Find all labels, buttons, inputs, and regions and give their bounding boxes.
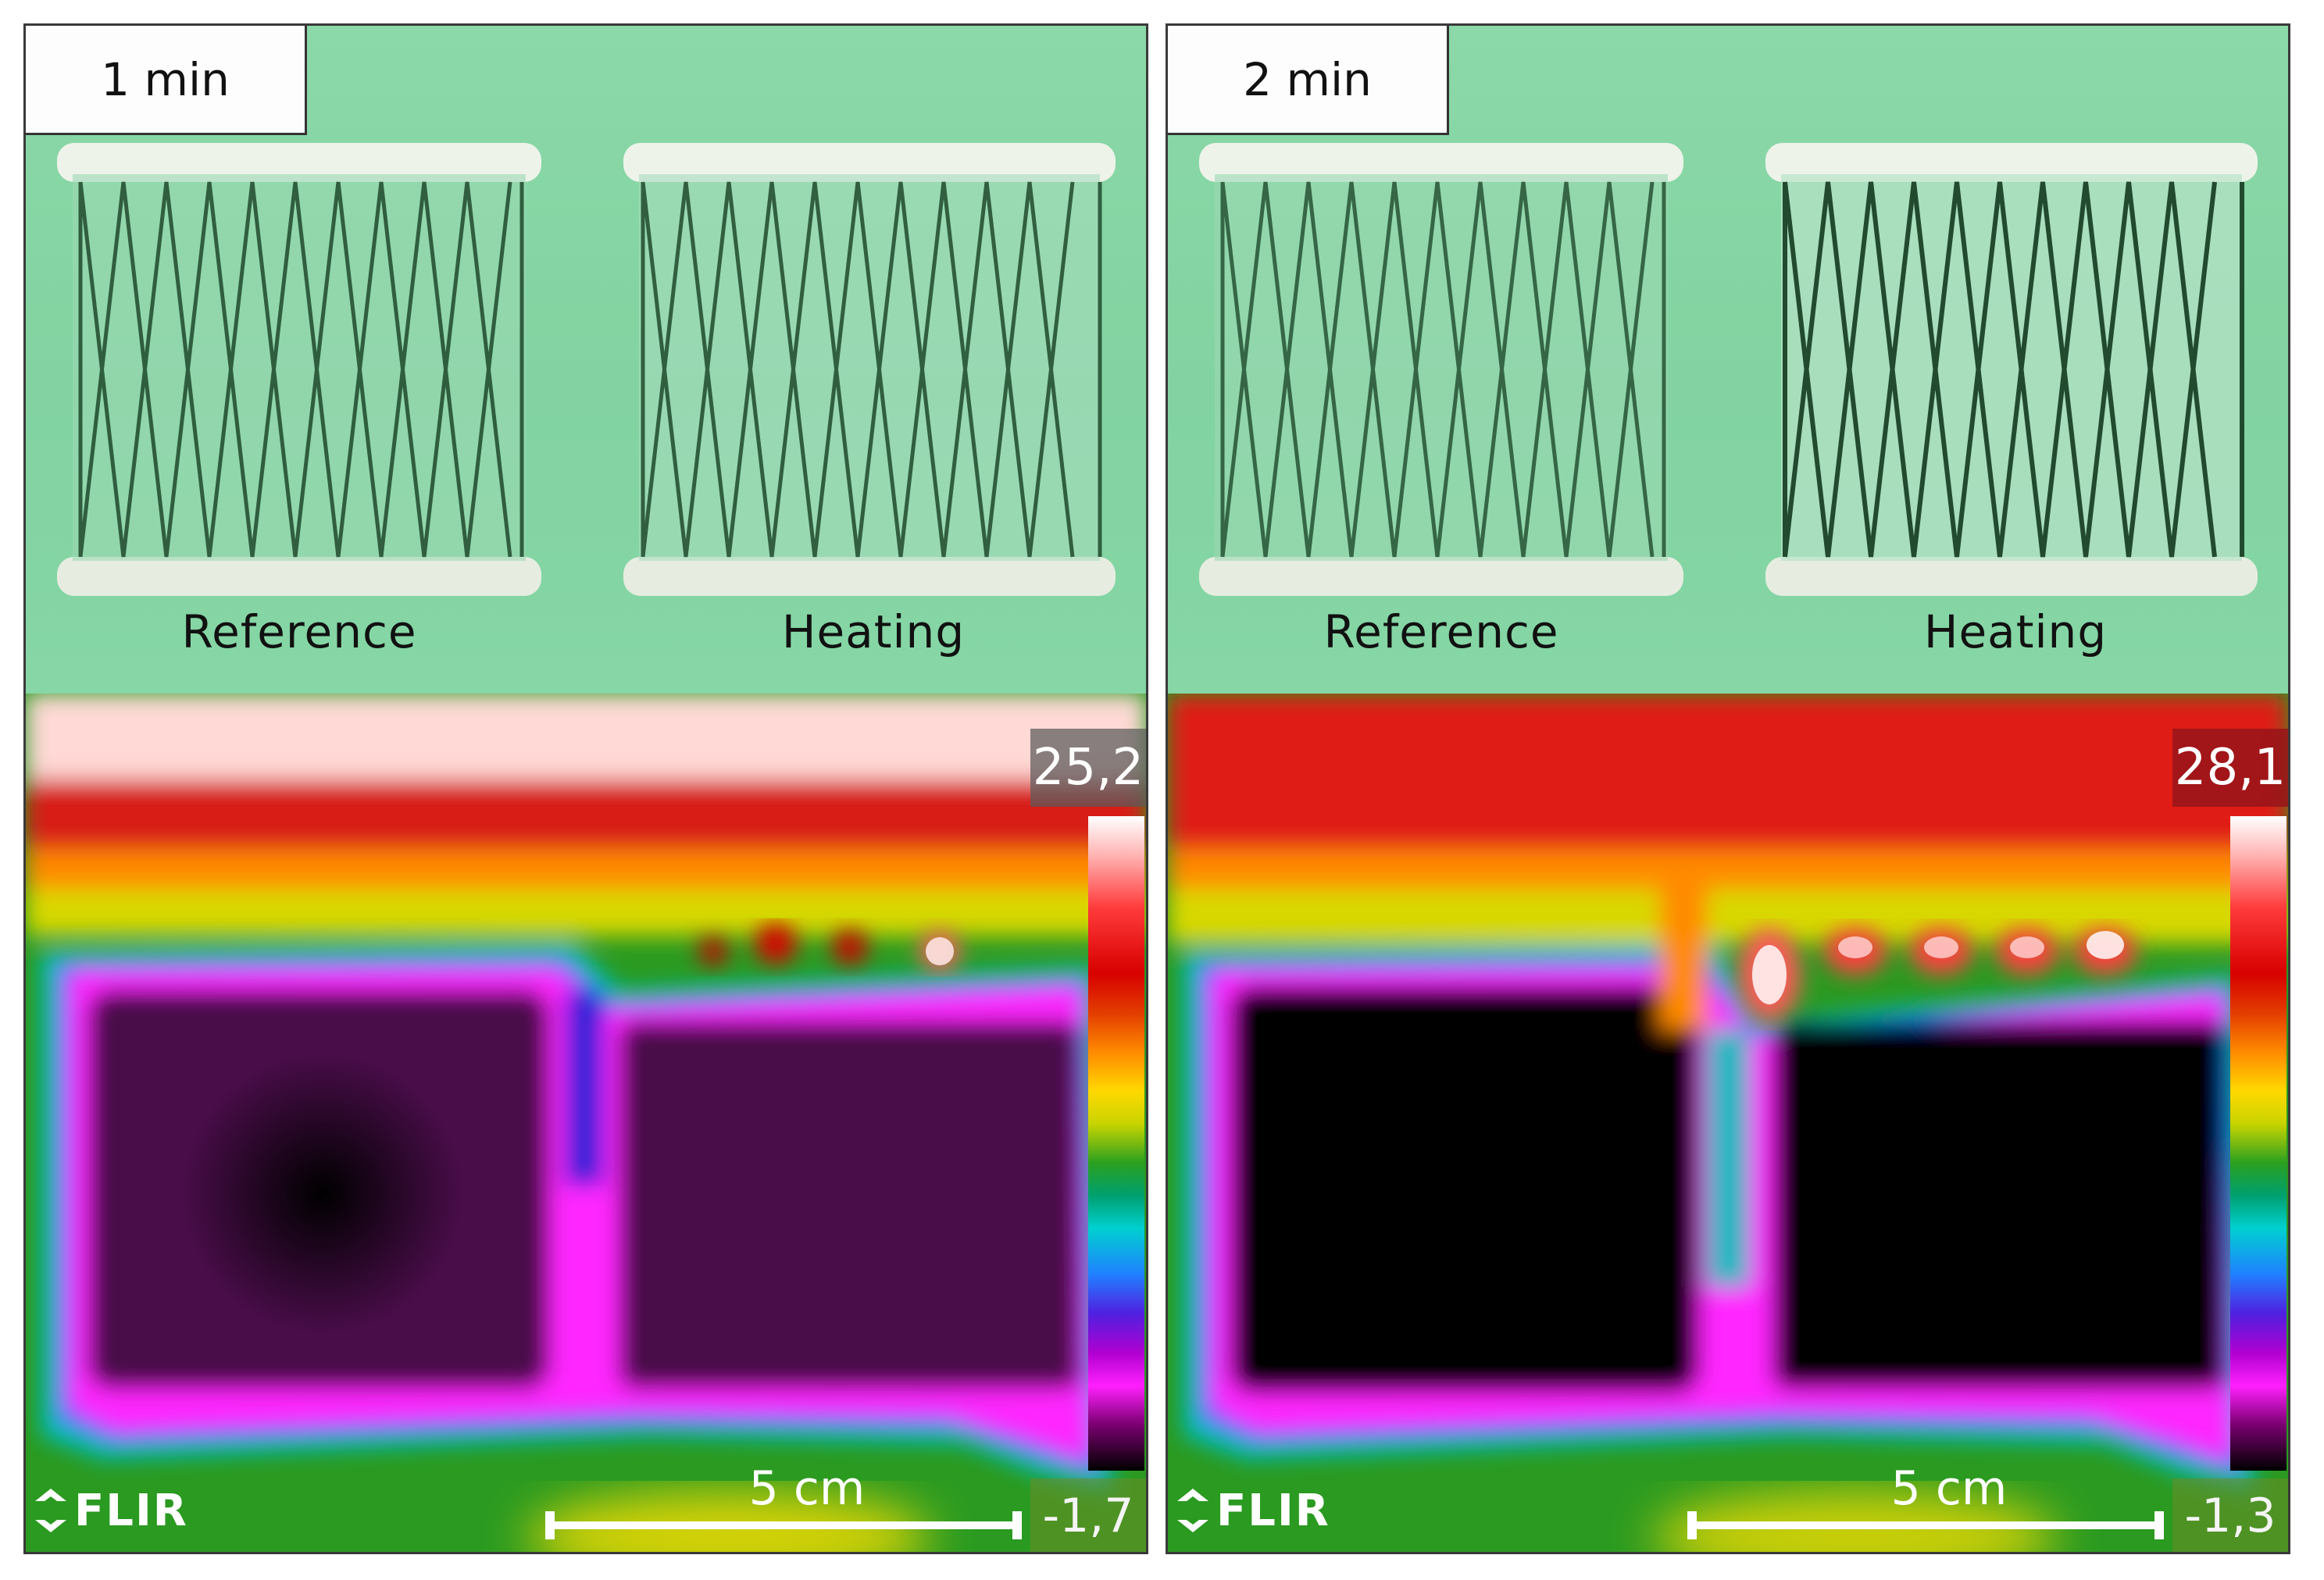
heating-mesh-drawing [623,143,1116,596]
reference-label: Reference [181,605,417,658]
heating-label: Heating [781,605,966,658]
panel-2min: Reference Heating 2 min [1166,23,2290,1554]
flir-logo-icon [1177,1489,1208,1532]
thermal-map [26,694,1146,1552]
scale-bar-line [545,1511,1022,1539]
photo-view: Reference Heating 1 min [26,26,1146,694]
heating-label: Heating [1923,605,2108,658]
thermal-image [26,694,1146,1552]
scale-bar [1687,1511,2164,1539]
photo-view: Reference Heating 2 min [1168,26,2288,694]
scale-bar-label: 5 cm [1890,1461,2008,1516]
time-label: 1 min [26,26,307,135]
scale-bar-line [1687,1511,2164,1539]
temperature-colorbar [1088,816,1144,1471]
scale-min-value: -1,7 [1030,1478,1146,1552]
time-label: 2 min [1168,26,1449,135]
temperature-colorbar [2230,816,2287,1471]
heating-sample [623,143,1123,596]
flir-logo: FLIR [1174,1483,1330,1538]
flir-logo-text: FLIR [74,1485,188,1536]
reference-sample [49,143,549,596]
heating-mesh-drawing [1765,143,2258,596]
scale-max-value: 25,2 [1030,729,1146,807]
scale-max-value: 28,1 [2172,729,2288,807]
thermal-image [1168,694,2288,1552]
thermal-map [1168,694,2288,1552]
reference-label: Reference [1323,605,1559,658]
scale-bar [545,1511,1022,1539]
flir-logo: FLIR [32,1483,188,1538]
panel-1min: Reference Heating 1 min [23,23,1148,1554]
flir-logo-icon [35,1489,66,1532]
reference-mesh-drawing [57,143,541,596]
flir-logo-text: FLIR [1216,1485,1330,1536]
reference-sample [1191,143,1691,596]
heating-sample [1765,143,2265,596]
scale-bar-label: 5 cm [748,1461,866,1516]
scale-min-value: -1,3 [2172,1478,2288,1552]
reference-mesh-drawing [1199,143,1683,596]
